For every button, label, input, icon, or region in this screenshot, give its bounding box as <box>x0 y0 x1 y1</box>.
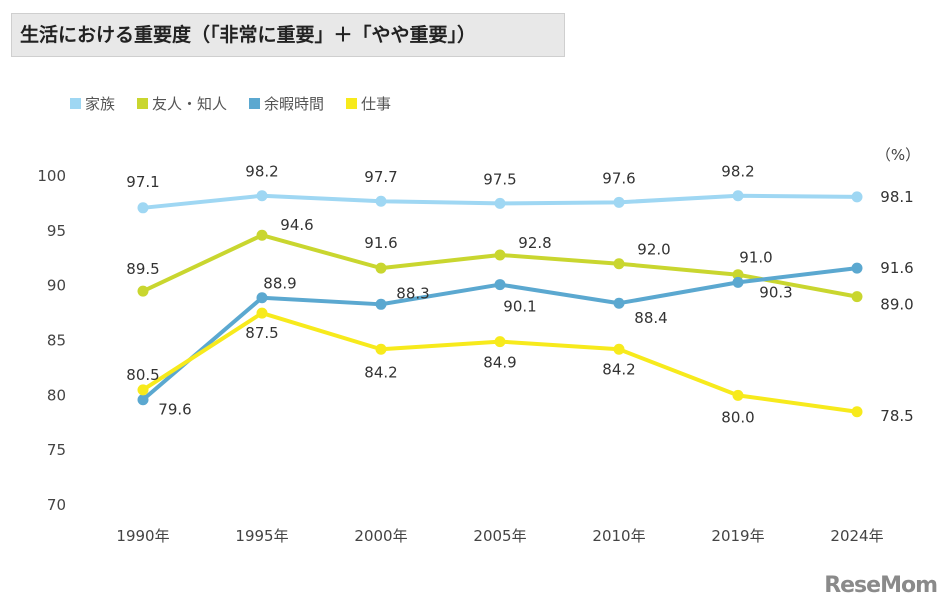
legend-swatch <box>70 98 81 109</box>
data-point <box>375 298 387 310</box>
data-point <box>851 191 863 203</box>
data-point <box>851 262 863 274</box>
x-tick-label: 2019年 <box>711 527 764 545</box>
data-point <box>494 336 506 348</box>
data-label: 94.6 <box>280 216 313 234</box>
y-tick-label: 70 <box>47 496 66 514</box>
data-label: 97.7 <box>364 168 397 186</box>
unit-label: （%） <box>876 146 920 164</box>
data-point <box>732 269 744 281</box>
data-point <box>375 262 387 274</box>
data-label: 89.0 <box>880 296 913 314</box>
legend-item-work: 仕事 <box>346 93 391 114</box>
legend-swatch <box>249 98 261 109</box>
data-point <box>256 292 268 304</box>
data-label: 92.0 <box>637 241 670 259</box>
data-point <box>613 258 625 270</box>
data-point <box>256 307 268 319</box>
data-label: 80.0 <box>721 408 754 426</box>
legend-item-friends: 友人・知人 <box>137 93 227 114</box>
data-point <box>137 285 149 297</box>
legend-label: 余暇時間 <box>264 95 325 113</box>
x-tick-label: 1995年 <box>235 527 288 545</box>
data-label: 91.0 <box>739 249 772 267</box>
data-label: 90.1 <box>503 298 536 316</box>
y-tick-label: 80 <box>47 386 66 404</box>
data-point <box>732 389 744 401</box>
data-label: 88.3 <box>396 284 429 302</box>
data-label: 90.3 <box>759 283 792 301</box>
x-tick-label: 1990年 <box>116 527 169 545</box>
legend-item-family: 家族 <box>70 93 115 114</box>
resemom-logo: ReseMom <box>824 573 938 598</box>
data-point <box>851 406 863 418</box>
data-label: 84.9 <box>483 354 516 372</box>
legend-swatch <box>346 98 358 109</box>
data-label: 84.2 <box>602 360 635 378</box>
legend-label: 仕事 <box>361 95 392 113</box>
data-point <box>375 343 387 355</box>
data-label: 88.9 <box>263 275 296 293</box>
data-label: 98.2 <box>721 163 754 181</box>
data-label: 92.8 <box>518 234 551 252</box>
data-label: 97.6 <box>602 169 635 187</box>
data-label: 98.2 <box>245 163 278 181</box>
chart-title: 生活における重要度（「非常に重要」＋「やや重要」） <box>11 13 565 57</box>
data-point <box>494 249 506 261</box>
data-point <box>256 190 268 202</box>
x-tick-label: 2010年 <box>592 527 645 545</box>
data-point <box>375 195 387 207</box>
data-point <box>137 202 149 214</box>
y-tick-label: 100 <box>37 167 66 185</box>
y-tick-label: 90 <box>47 277 66 295</box>
y-tick-label: 95 <box>47 222 66 240</box>
data-point <box>137 394 149 406</box>
legend-label: 友人・知人 <box>152 95 228 113</box>
data-label: 80.5 <box>126 366 159 384</box>
data-label: 97.1 <box>126 173 159 191</box>
data-point <box>613 297 625 309</box>
y-tick-label: 85 <box>47 332 66 350</box>
data-point <box>732 190 744 202</box>
data-point <box>613 196 625 208</box>
data-point <box>732 276 744 288</box>
data-label: 79.6 <box>158 401 191 419</box>
x-tick-label: 2000年 <box>354 527 407 545</box>
data-label: 98.1 <box>880 188 913 206</box>
data-label: 84.2 <box>364 363 397 381</box>
data-label: 78.5 <box>880 407 913 425</box>
legend-label: 家族 <box>85 95 116 113</box>
data-point <box>494 197 506 209</box>
data-point <box>137 384 149 396</box>
data-label: 87.5 <box>245 324 278 342</box>
x-tick-label: 2005年 <box>473 527 526 545</box>
data-label: 91.6 <box>364 234 397 252</box>
data-point <box>494 279 506 291</box>
data-label: 91.6 <box>880 259 913 277</box>
y-tick-label: 75 <box>47 441 66 459</box>
data-point <box>256 229 268 241</box>
data-point <box>613 343 625 355</box>
data-point <box>851 291 863 303</box>
data-label: 97.5 <box>483 170 516 188</box>
data-label: 88.4 <box>634 309 667 327</box>
legend-swatch <box>137 98 149 109</box>
data-label: 89.5 <box>126 260 159 278</box>
legend: 家族 友人・知人 余暇時間 仕事 <box>70 93 391 114</box>
legend-item-leisure: 余暇時間 <box>249 93 324 114</box>
x-tick-label: 2024年 <box>830 527 883 545</box>
